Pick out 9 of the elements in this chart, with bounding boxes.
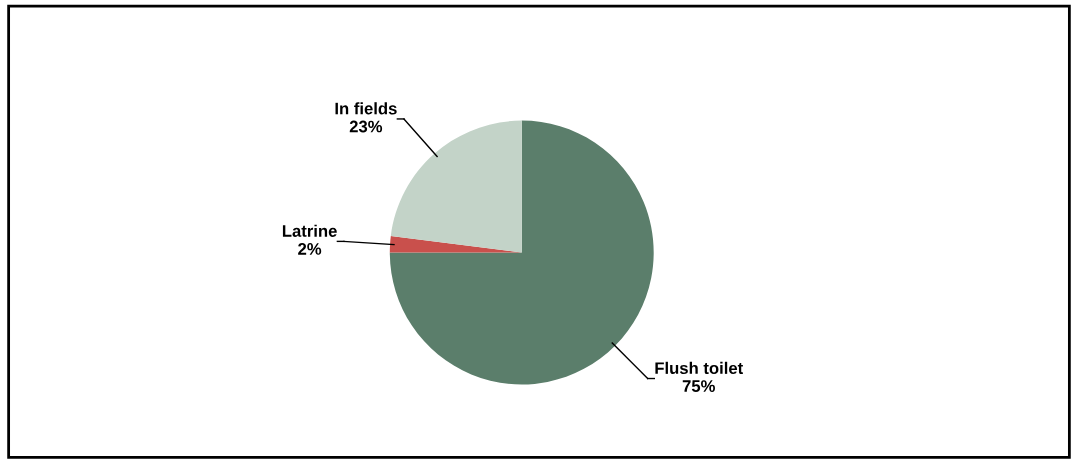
- slice-label: Latrine: [282, 224, 337, 237]
- slice-label: In fields: [335, 102, 397, 115]
- slice-label: Flush toilet: [655, 361, 743, 375]
- pie-slice: [389, 236, 522, 253]
- pie-slice: [390, 120, 522, 253]
- pie-slice: [389, 120, 654, 385]
- data-label: 23%: [349, 120, 383, 133]
- data-label: 75%: [682, 380, 715, 392]
- data-label: 2%: [298, 243, 322, 255]
